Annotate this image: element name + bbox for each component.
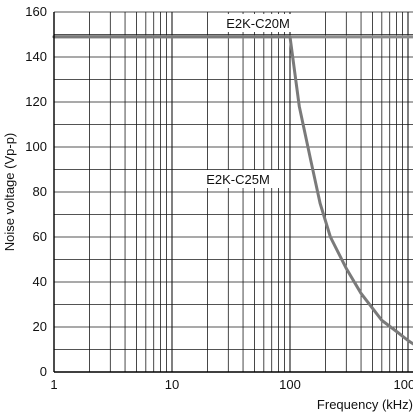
y-tick-label: 40 xyxy=(33,274,47,289)
y-tick-label: 100 xyxy=(25,139,47,154)
c20m-label-bg xyxy=(213,14,303,32)
series-line-e2k-c25m xyxy=(52,35,413,346)
x-axis-label: Frequency (kHz) xyxy=(317,397,413,412)
y-axis-label: Noise voltage (Vp-p) xyxy=(2,133,17,252)
y-tick-label: 60 xyxy=(33,229,47,244)
x-tick-label: 10 xyxy=(165,377,179,392)
chart-axes xyxy=(53,12,413,373)
y-tick-label: 0 xyxy=(40,364,47,379)
series-label-e2k-c25m: E2K-C25M xyxy=(206,172,270,187)
x-tick-label: 1 xyxy=(50,377,57,392)
y-tick-label: 20 xyxy=(33,319,47,334)
c25m-label-bg xyxy=(192,170,284,188)
chart-grid xyxy=(54,11,413,372)
series-labels: E2K-C20M E2K-C25M xyxy=(192,14,303,188)
tick-labels: 0 20 40 60 80 100 120 140 160 1 10 100 1000 xyxy=(25,4,413,392)
x-tick-label: 1000 xyxy=(394,377,413,392)
y-tick-label: 80 xyxy=(33,184,47,199)
series-layer xyxy=(52,35,413,346)
x-tick-label: 100 xyxy=(279,377,301,392)
series-label-e2k-c20m: E2K-C20M xyxy=(226,16,290,31)
y-tick-label: 120 xyxy=(25,94,47,109)
y-tick-label: 140 xyxy=(25,49,47,64)
y-tick-label: 160 xyxy=(25,4,47,19)
